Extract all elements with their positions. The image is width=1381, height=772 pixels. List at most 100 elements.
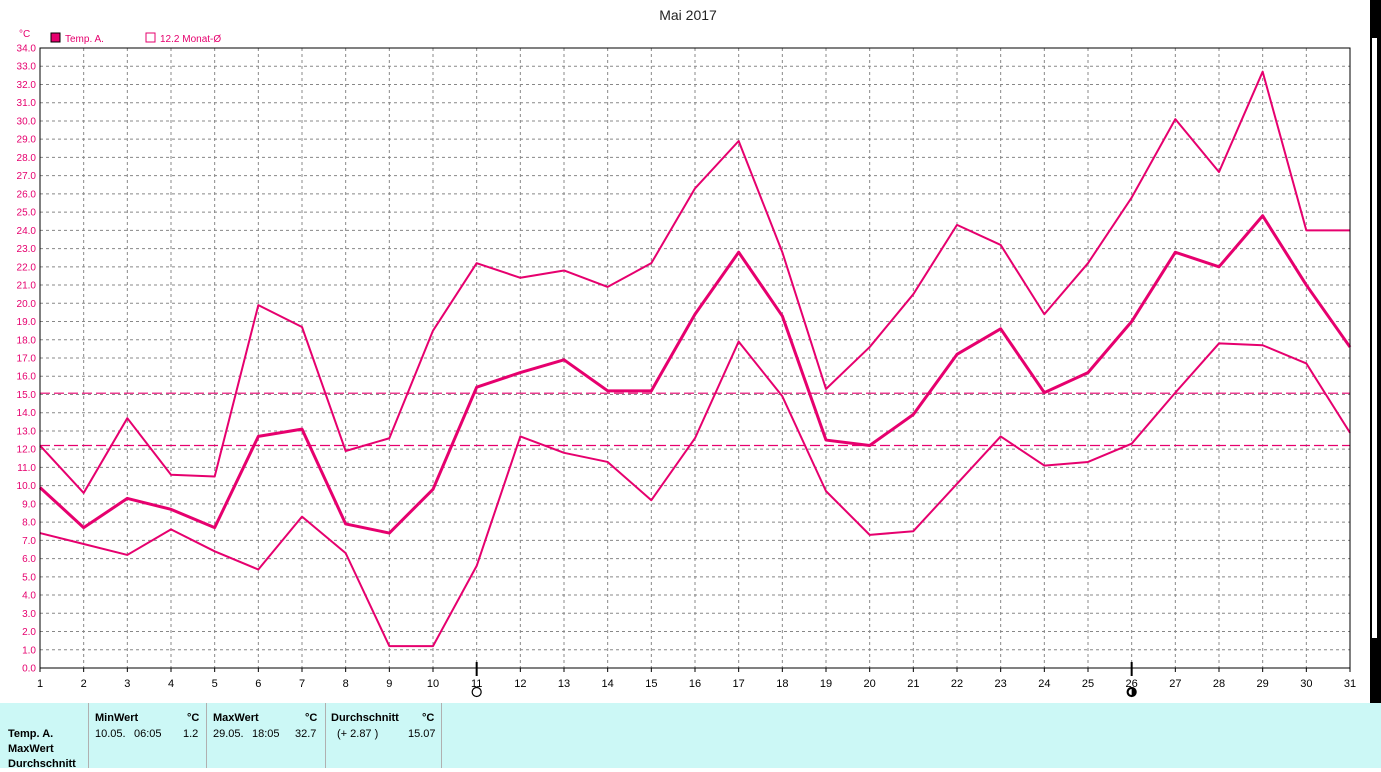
row-label-max: MaxWert [8, 743, 54, 755]
y-tick-label: 4.0 [22, 591, 36, 602]
x-tick-label: 9 [386, 678, 392, 690]
y-tick-label: 28.0 [17, 153, 37, 164]
y-tick-label: 2.0 [22, 627, 36, 638]
min-unit: °C [187, 712, 200, 724]
x-tick-label: 5 [212, 678, 218, 690]
min-header: MinWert [95, 712, 139, 724]
x-tick-label: 17 [733, 678, 745, 690]
x-tick-label: 7 [299, 678, 305, 690]
y-tick-label: 5.0 [22, 572, 36, 583]
x-tick-label: 30 [1300, 678, 1312, 690]
y-tick-label: 9.0 [22, 499, 36, 510]
y-tick-label: 34.0 [17, 44, 37, 55]
y-tick-label: 32.0 [17, 80, 37, 91]
legend-swatch-filled [50, 32, 61, 43]
stats-row-labels: Temp. A. MaxWert Durchschnitt [8, 727, 76, 772]
stats-panel: Temp. A. MaxWert Durchschnitt MinWert °C… [0, 703, 1381, 770]
row-label-temp: Temp. A. [8, 728, 54, 740]
y-tick-label: 20.0 [17, 299, 37, 310]
series-line-mean [38, 214, 1352, 535]
grid [40, 48, 1350, 668]
x-tick-label: 23 [995, 678, 1007, 690]
full-moon-icon [471, 686, 482, 698]
y-tick-label: 7.0 [22, 536, 36, 547]
x-tick-label: 28 [1213, 678, 1225, 690]
x-tick-label: 18 [776, 678, 788, 690]
x-tick-label: 11 [471, 678, 482, 690]
max-value: 32.7 [295, 728, 317, 740]
moon-phase-markers [471, 662, 1137, 698]
y-tick-label: 29.0 [17, 135, 37, 146]
legend-label-temp: Temp. A. [65, 34, 104, 45]
min-value-block: MinWert °C 10.05. 06:05 1.2 [88, 703, 206, 768]
max-unit: °C [305, 712, 318, 724]
x-tick-label: 8 [343, 678, 349, 690]
row-label-avg: Durchschnitt [8, 758, 76, 770]
scrollbar-strip [1370, 0, 1381, 703]
avg-value: 15.07 [408, 728, 436, 740]
y-tick-label: 12.0 [17, 445, 37, 456]
max-time: 18:05 [252, 728, 280, 740]
x-tick-label: 12 [514, 678, 526, 690]
x-tick-label: 19 [820, 678, 832, 690]
y-tick-label: 8.0 [22, 518, 36, 529]
plot-frame [39, 47, 1351, 669]
x-tick-label: 2 [81, 678, 87, 690]
moon-crescent [1128, 689, 1132, 695]
x-tick-label: 24 [1038, 678, 1050, 690]
legend: Temp. A. 12.2 Monat-Ø [50, 32, 221, 45]
y-tick-label: 15.0 [17, 390, 37, 401]
avg-header: Durchschnitt [331, 712, 399, 724]
y-tick-label: 3.0 [22, 609, 36, 620]
x-tick-label: 15 [645, 678, 657, 690]
x-tick-label: 27 [1169, 678, 1181, 690]
y-tick-label: 25.0 [17, 208, 37, 219]
min-time: 06:05 [134, 728, 162, 740]
y-tick-label: 30.0 [17, 116, 37, 127]
x-tick-label: 25 [1082, 678, 1094, 690]
y-tick-label: 26.0 [17, 189, 37, 200]
min-value: 1.2 [183, 728, 199, 740]
x-tick-label: 13 [558, 678, 570, 690]
x-tick-label: 21 [907, 678, 919, 690]
y-tick-label: 16.0 [17, 372, 37, 383]
y-tick-label: 33.0 [17, 62, 37, 73]
max-date: 29.05. [213, 728, 244, 740]
y-tick-label: 23.0 [17, 244, 37, 255]
reference-lines [40, 392, 1350, 447]
y-tick-label: 13.0 [17, 426, 37, 437]
y-tick-label: 31.0 [17, 98, 37, 109]
x-tick-label: 4 [168, 678, 174, 690]
x-tick-label: 16 [689, 678, 701, 690]
y-tick-label: 27.0 [17, 171, 37, 182]
y-tick-label: 19.0 [17, 317, 37, 328]
x-tick-label: 1 [37, 678, 43, 690]
series-lines [38, 70, 1352, 648]
max-header: MaxWert [213, 712, 259, 724]
temperature-chart: Mai 2017 °C Temp. A. 12.2 Monat-Ø 0.0 1.0… [17, 7, 1356, 698]
x-tick-label: 14 [602, 678, 614, 690]
y-tick-label: 10.0 [17, 481, 37, 492]
legend-swatch-open [145, 32, 156, 43]
chart-title: Mai 2017 [659, 7, 717, 23]
y-tick-label: 0.0 [22, 664, 36, 675]
x-tick-label: 31 [1344, 678, 1356, 690]
x-tick-label: 6 [255, 678, 261, 690]
y-tick-label: 11.0 [17, 463, 36, 474]
y-tick-label: 18.0 [17, 335, 37, 346]
y-tick-label: 14.0 [17, 408, 37, 419]
y-tick-label: 1.0 [22, 645, 36, 656]
min-date: 10.05. [95, 728, 126, 740]
y-tick-label: 21.0 [17, 281, 37, 292]
y-axis-unit: °C [19, 29, 30, 40]
avg-unit: °C [422, 712, 435, 724]
y-axis-ticks: 0.0 1.0 2.0 3.0 4.0 5.0 6.0 7.0 8.0 9.0 10.0 11.0 12… [17, 44, 37, 675]
x-axis-ticks: 1 2 3 4 5 6 7 8 9 10 11 12 13 14 15 16 17 18 19 20 21 22 23 24 2… [37, 668, 1356, 690]
legend-label-month-avg: 12.2 Monat-Ø [160, 34, 221, 45]
avg-delta: (+ 2.87 ) [337, 728, 379, 740]
average-block: Durchschnitt °C (+ 2.87 ) 15.07 [325, 703, 442, 768]
x-tick-label: 22 [951, 678, 963, 690]
y-tick-label: 6.0 [22, 554, 36, 565]
y-tick-label: 24.0 [17, 226, 37, 237]
y-tick-label: 17.0 [17, 354, 37, 365]
